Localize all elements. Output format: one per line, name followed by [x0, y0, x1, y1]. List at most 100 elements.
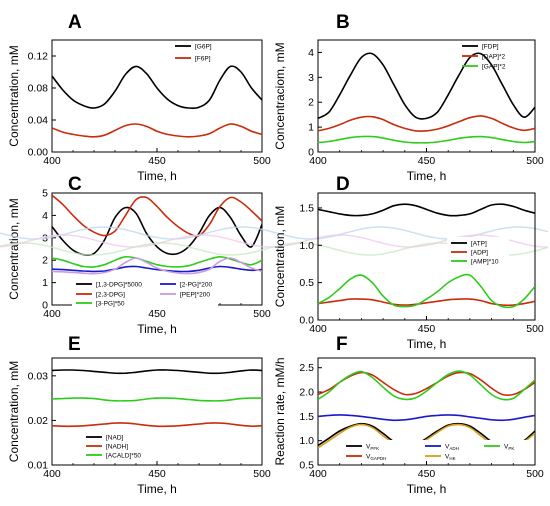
legend-label: [GAP]*2	[482, 63, 506, 70]
legend-label: [NADH]	[106, 443, 128, 450]
x-tick-label: 400	[43, 155, 61, 167]
y-tick-label: 0.03	[28, 370, 49, 382]
legend-label: [1,3-DPG]*5000	[96, 281, 142, 288]
series-line	[52, 422, 262, 428]
panel-f: F 400 450 500 0.5 1.0 1.5 2.0 2.5 Time, h Reaction…	[273, 334, 544, 496]
legend-label: [F6P]	[195, 55, 211, 62]
y-tick-label: 0.00	[28, 147, 49, 159]
y-tick-label: 0.12	[28, 51, 49, 63]
y-axis-label: Concentration, mM	[273, 206, 287, 307]
y-tick-label: 2	[42, 255, 48, 267]
series-line	[318, 273, 535, 309]
y-tick-label: 0	[42, 300, 48, 312]
x-tick-label: 450	[148, 155, 166, 167]
legend-label: VGAPDH	[366, 453, 386, 461]
y-tick-label: 0.08	[28, 83, 49, 95]
x-axis-label: Time, h	[407, 482, 447, 496]
y-tick-label: 1.0	[299, 240, 314, 252]
x-tick-label: 450	[418, 468, 436, 480]
y-tick-label: 0.02	[28, 415, 49, 427]
y-tick-label: 0	[308, 147, 314, 159]
panel-letter: D	[336, 174, 350, 195]
y-tick-label: 5	[42, 188, 48, 200]
y-tick-label: 2.0	[299, 387, 314, 399]
y-tick-label: 0.01	[28, 460, 49, 472]
series-line	[52, 265, 262, 273]
x-tick-label: 400	[309, 468, 327, 480]
x-tick-label: 450	[418, 155, 436, 167]
y-tick-label: 3	[308, 72, 314, 84]
x-tick-label: 500	[526, 323, 544, 335]
legend-label: [NAD]	[106, 434, 124, 441]
panel-letter: F	[336, 334, 348, 355]
y-tick-label: 1.5	[299, 202, 314, 214]
legend-label: VHK	[445, 453, 456, 461]
legend-label: [ACALD]*50	[106, 452, 141, 459]
panel-a: A 400 450 500 0.00 0.04 0.08 0.12 Time, h Concent…	[7, 12, 271, 183]
x-axis-label: Time, h	[407, 169, 447, 183]
x-tick-label: 450	[418, 323, 436, 335]
legend-label: [AMP]*10	[471, 258, 499, 265]
x-axis-label: Time, h	[407, 337, 447, 351]
y-tick-label: 2.5	[299, 362, 314, 374]
series-line	[52, 194, 262, 237]
y-tick-label: 1	[308, 122, 314, 134]
y-tick-label: 1	[42, 277, 48, 289]
x-tick-label: 500	[526, 468, 544, 480]
series-line	[318, 203, 535, 217]
legend-label: [FDP]	[482, 43, 499, 50]
series-line	[318, 135, 535, 144]
x-tick-label: 450	[148, 468, 166, 480]
series-line	[52, 369, 262, 375]
series-line	[318, 115, 535, 132]
x-tick-label: 400	[43, 308, 61, 320]
y-tick-label: 0.0	[299, 315, 314, 327]
panel-letter: A	[68, 12, 82, 33]
legend-background	[72, 278, 218, 307]
y-axis-label: Concentration, mM	[7, 361, 21, 462]
panel-b: B 400 450 500 0 1 2 3 4 Time, h Concentraciom, mM […	[273, 12, 544, 183]
y-axis-label: Reaction rate, mM/h	[273, 357, 287, 465]
x-tick-label: 500	[253, 155, 271, 167]
y-axis-label: Concentration, mM	[7, 198, 21, 299]
legend-label: VPFK	[366, 443, 379, 451]
y-axis-label: Concentraciom, mM	[273, 42, 287, 149]
panel-letter: C	[68, 174, 82, 195]
y-tick-label: 0.5	[299, 277, 314, 289]
legend-label: [ADP]	[471, 249, 488, 256]
x-axis-label: Time, h	[137, 322, 177, 336]
legend-label: [G6P]	[195, 43, 212, 50]
series-line	[318, 371, 535, 396]
y-tick-label: 0.5	[299, 460, 314, 472]
y-tick-label: 1.0	[299, 435, 314, 447]
series-line	[318, 52, 535, 120]
y-tick-label: 0.04	[28, 115, 49, 127]
legend-background	[342, 440, 533, 460]
y-axis-label: Concentration, mM	[7, 45, 21, 146]
series-line	[318, 370, 535, 401]
legend-label: [2-PG]*200	[180, 281, 213, 288]
y-tick-label: 4	[42, 210, 48, 222]
panel-e: E 400 450 500 0.01 0.02 0.03 Time, h Concentrati…	[7, 334, 271, 496]
x-tick-label: 500	[526, 155, 544, 167]
legend-label: VPK	[504, 443, 514, 451]
x-tick-label: 450	[148, 308, 166, 320]
series-line	[52, 65, 262, 110]
x-tick-label: 400	[309, 323, 327, 335]
panel-letter: E	[68, 334, 81, 355]
series-line	[52, 123, 262, 138]
y-tick-label: 2	[308, 97, 314, 109]
x-axis-label: Time, h	[137, 482, 177, 496]
legend-label: [DAP]*2	[482, 53, 506, 60]
x-tick-label: 400	[43, 468, 61, 480]
legend-label: [2,3-DPG]	[96, 291, 125, 298]
x-tick-label: 500	[253, 308, 271, 320]
series-line	[52, 257, 262, 275]
x-axis-label: Time, h	[137, 169, 177, 183]
y-tick-label: 1.5	[299, 411, 314, 423]
series-line	[52, 397, 262, 402]
legend-label: [PEP]*200	[180, 291, 210, 298]
x-tick-label: 500	[253, 468, 271, 480]
